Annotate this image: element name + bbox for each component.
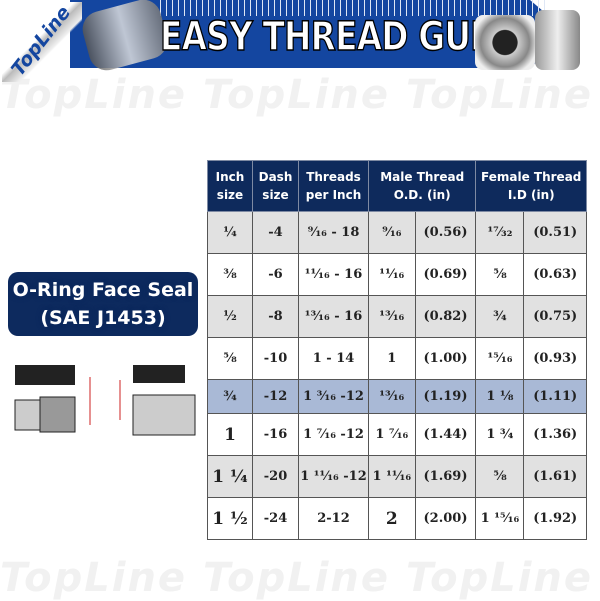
cell-female-id-decimal: (1.36) [523, 413, 587, 456]
watermark: TopLine TopLine TopLine TopLine [0, 72, 594, 118]
cell-male-od-decimal: (1.19) [414, 379, 477, 414]
watermark: TopLine TopLine TopLine TopLine [0, 555, 594, 601]
cell-female-id-fraction: ⅝ [475, 455, 525, 498]
cell-female-id-fraction: 1 ¹⁵⁄₁₆ [475, 497, 525, 540]
cell-female-id-fraction: ⅝ [475, 253, 525, 296]
cell-male-od-fraction: ¹³⁄₁₆ [368, 295, 416, 338]
cell-inch-size: ⅜ [207, 253, 253, 296]
cell-female-id-decimal: (0.63) [523, 253, 587, 296]
cell-male-od-fraction: 1 ⁷⁄₁₆ [368, 413, 416, 456]
cell-female-id-decimal: (0.93) [523, 337, 587, 380]
table-row: 1 -16 1 ⁷⁄₁₆ -12 1 ⁷⁄₁₆ (1.44) 1 ¾ (1.36) [207, 413, 587, 456]
cell-female-id-decimal: (1.92) [523, 497, 587, 540]
cell-threads-per-inch: 1 ¹¹⁄₁₆ -12 [298, 455, 369, 498]
table-row: 1 ¼ -20 1 ¹¹⁄₁₆ -12 1 ¹¹⁄₁₆ (1.69) ⅝ (1.61) [207, 455, 587, 498]
cell-female-id-fraction: ¹⁷⁄₃₂ [475, 211, 525, 254]
cell-inch-size: 1 [207, 413, 253, 456]
cell-threads-per-inch: 1 - 14 [298, 337, 369, 380]
fitting-name: O-Ring Face Seal [12, 279, 194, 301]
fitting-type-label: O-Ring Face Seal (SAE J1453) [8, 272, 198, 336]
header-dash-size: Dash size [252, 160, 299, 212]
cell-inch-size: 1 ¼ [207, 455, 253, 498]
cell-threads-per-inch: 1 ⁷⁄₁₆ -12 [298, 413, 369, 456]
logo: TopLine [2, 2, 82, 82]
cell-dash-size: -10 [252, 337, 299, 380]
cell-male-od-decimal: (1.44) [414, 413, 477, 456]
cell-male-od-fraction: ¹¹⁄₁₆ [368, 253, 416, 296]
cell-female-id-decimal: (0.51) [523, 211, 587, 254]
cell-male-od-decimal: (1.69) [414, 455, 477, 498]
cell-dash-size: -12 [252, 379, 299, 414]
table-row: ⅜ -6 ¹¹⁄₁₆ - 16 ¹¹⁄₁₆ (0.69) ⅝ (0.63) [207, 253, 587, 296]
cell-dash-size: -6 [252, 253, 299, 296]
cell-inch-size: ⅝ [207, 337, 253, 380]
cell-threads-per-inch: ⁹⁄₁₆ - 18 [298, 211, 369, 254]
ruler-graphic [160, 0, 545, 16]
cell-male-od-fraction: ¹³⁄₁₆ [368, 379, 416, 414]
cell-dash-size: -8 [252, 295, 299, 338]
fitting-image [475, 15, 535, 70]
cell-male-od-decimal: (0.56) [414, 211, 477, 254]
cell-male-od-decimal: (0.82) [414, 295, 477, 338]
cell-inch-size: ¼ [207, 211, 253, 254]
cell-threads-per-inch: 2-12 [298, 497, 369, 540]
header-male-thread: Male Thread O.D. (in) [367, 160, 477, 212]
thread-table: Inch size Dash size Threads per Inch Mal… [207, 160, 587, 540]
fitting-image [535, 10, 580, 70]
cell-female-id-decimal: (1.61) [523, 455, 587, 498]
header-inch-size: Inch size [207, 160, 253, 212]
cell-inch-size: 1 ½ [207, 497, 253, 540]
cell-male-od-decimal: (1.00) [414, 337, 477, 380]
cell-dash-size: -16 [252, 413, 299, 456]
cell-female-id-decimal: (1.11) [523, 379, 587, 414]
cell-male-od-fraction: 1 ¹¹⁄₁₆ [368, 455, 416, 498]
table-row: ½ -8 ¹³⁄₁₆ - 16 ¹³⁄₁₆ (0.82) ¾ (0.75) [207, 295, 587, 338]
header-threads-per-inch: Threads per Inch [298, 160, 369, 212]
cell-male-od-decimal: (0.69) [414, 253, 477, 296]
cell-male-od-decimal: (2.00) [414, 497, 477, 540]
cell-male-od-fraction: 1 [368, 337, 416, 380]
cell-female-id-fraction: ¹⁵⁄₁₆ [475, 337, 525, 380]
cell-dash-size: -4 [252, 211, 299, 254]
table-row: 1 ½ -24 2-12 2 (2.00) 1 ¹⁵⁄₁₆ (1.92) [207, 497, 587, 540]
cell-dash-size: -24 [252, 497, 299, 540]
cell-dash-size: -20 [252, 455, 299, 498]
cell-female-id-decimal: (0.75) [523, 295, 587, 338]
header-female-thread: Female Thread I.D (in) [475, 160, 587, 212]
banner-title: EASY THREAD GUIDE [159, 13, 531, 61]
fitting-cross-section-diagram [14, 365, 196, 436]
table-row: ¼ -4 ⁹⁄₁₆ - 18 ⁹⁄₁₆ (0.56) ¹⁷⁄₃₂ (0.51) [207, 211, 587, 254]
cell-inch-size: ½ [207, 295, 253, 338]
cell-threads-per-inch: 1 ³⁄₁₆ -12 [298, 379, 369, 414]
table-row: ⅝ -10 1 - 14 1 (1.00) ¹⁵⁄₁₆ (0.93) [207, 337, 587, 380]
cell-inch-size: ¾ [207, 379, 253, 414]
cell-female-id-fraction: ¾ [475, 295, 525, 338]
cell-male-od-fraction: 2 [368, 497, 416, 540]
cell-threads-per-inch: ¹¹⁄₁₆ - 16 [298, 253, 369, 296]
cell-female-id-fraction: 1 ¾ [475, 413, 525, 456]
cell-male-od-fraction: ⁹⁄₁₆ [368, 211, 416, 254]
fitting-standard: (SAE J1453) [40, 307, 166, 329]
table-header: Inch size Dash size Threads per Inch Mal… [207, 160, 587, 212]
banner: EASY THREAD GUIDE TopLine [0, 0, 600, 82]
cell-threads-per-inch: ¹³⁄₁₆ - 16 [298, 295, 369, 338]
table-row: ¾ -12 1 ³⁄₁₆ -12 ¹³⁄₁₆ (1.19) 1 ⅛ (1.11) [207, 379, 587, 414]
cell-female-id-fraction: 1 ⅛ [475, 379, 525, 414]
